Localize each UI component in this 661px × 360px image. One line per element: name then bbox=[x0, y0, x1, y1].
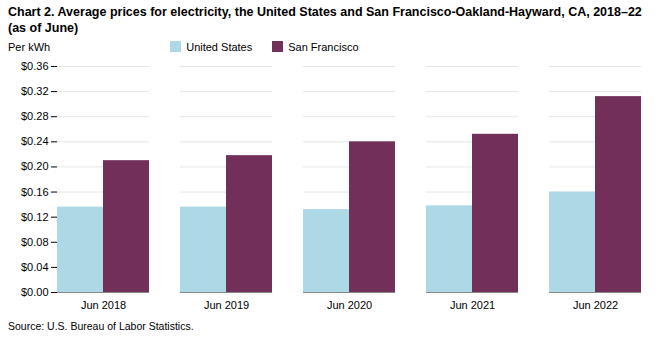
svg-text:Jun 2019: Jun 2019 bbox=[204, 299, 249, 311]
svg-text:$0.16: $0.16 bbox=[21, 186, 49, 198]
svg-text:$0.12: $0.12 bbox=[21, 211, 49, 223]
svg-text:$0.28: $0.28 bbox=[21, 110, 49, 122]
html-text:Chart 2. Average prices for el: Chart 2. Average prices for electricity,… bbox=[8, 5, 642, 36]
svg-text:$0.32: $0.32 bbox=[21, 85, 49, 97]
svg-text:$0.00: $0.00 bbox=[21, 286, 49, 298]
svg-text:$0.20: $0.20 bbox=[21, 160, 49, 172]
svg-text:$0.08: $0.08 bbox=[21, 236, 49, 248]
svg-text:$0.36: $0.36 bbox=[21, 60, 49, 72]
svg-text:Jun 2021: Jun 2021 bbox=[450, 299, 495, 311]
html-text:Source: U.S. Bureau of Labor S: Source: U.S. Bureau of Labor Statistics. bbox=[8, 320, 194, 332]
html-text:Per kWh: Per kWh bbox=[8, 41, 51, 54]
svg-text:Jun 2022: Jun 2022 bbox=[573, 299, 618, 311]
svg-text:Jun 2018: Jun 2018 bbox=[81, 299, 126, 311]
svg-text:$0.04: $0.04 bbox=[21, 261, 49, 273]
svg-text:Jun 2020: Jun 2020 bbox=[327, 299, 372, 311]
svg-text:$0.24: $0.24 bbox=[21, 135, 49, 147]
html-text:San Francisco: San Francisco bbox=[288, 40, 359, 53]
html-text:United States: United States bbox=[186, 40, 253, 53]
